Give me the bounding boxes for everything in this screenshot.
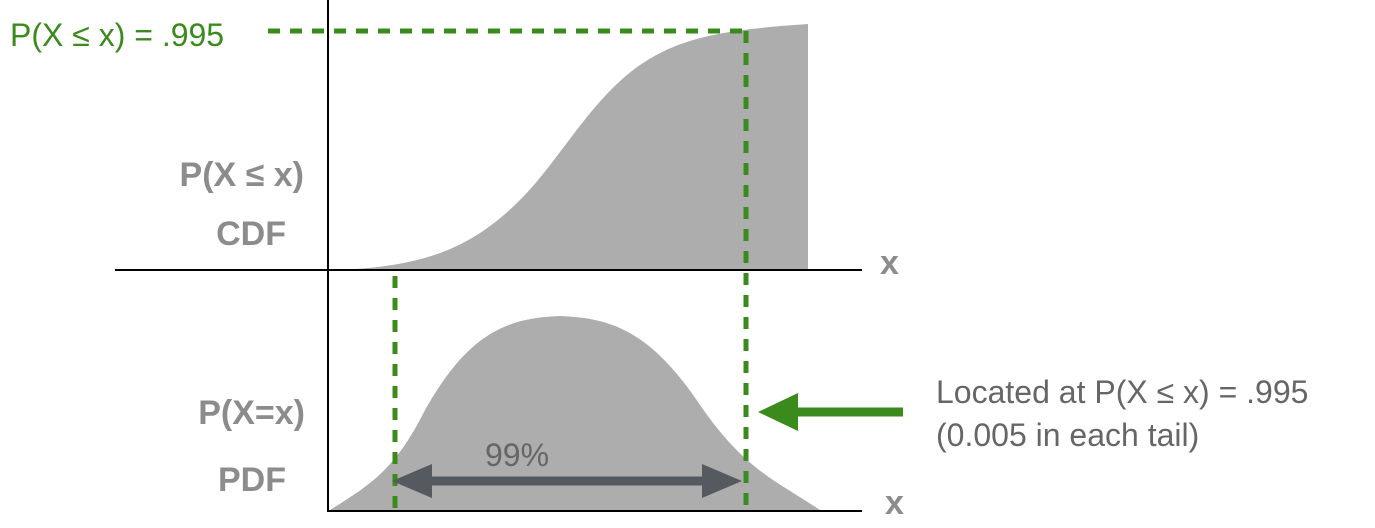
pdf-area	[330, 316, 820, 510]
cdf-area	[330, 24, 808, 270]
cdf-threshold-label: P(X ≤ x) = .995	[10, 17, 224, 53]
cdf-xlabel: x	[880, 244, 899, 282]
pdf-ylabel-line2: PDF	[218, 461, 286, 499]
annotation-line1: Located at P(X ≤ x) = .995	[936, 374, 1308, 410]
pointer-arrow-head	[758, 393, 798, 431]
cdf-ylabel-line2: CDF	[216, 215, 286, 253]
interval-label: 99%	[485, 437, 549, 473]
interval-arrow-left-head	[392, 464, 432, 498]
pdf-xlabel: x	[885, 484, 904, 522]
annotation-line2: (0.005 in each tail)	[936, 417, 1199, 453]
interval-arrow-right-head	[702, 464, 742, 498]
cdf-ylabel-line1: P(X ≤ x)	[180, 156, 304, 194]
pdf-ylabel-line1: P(X=x)	[198, 394, 305, 432]
